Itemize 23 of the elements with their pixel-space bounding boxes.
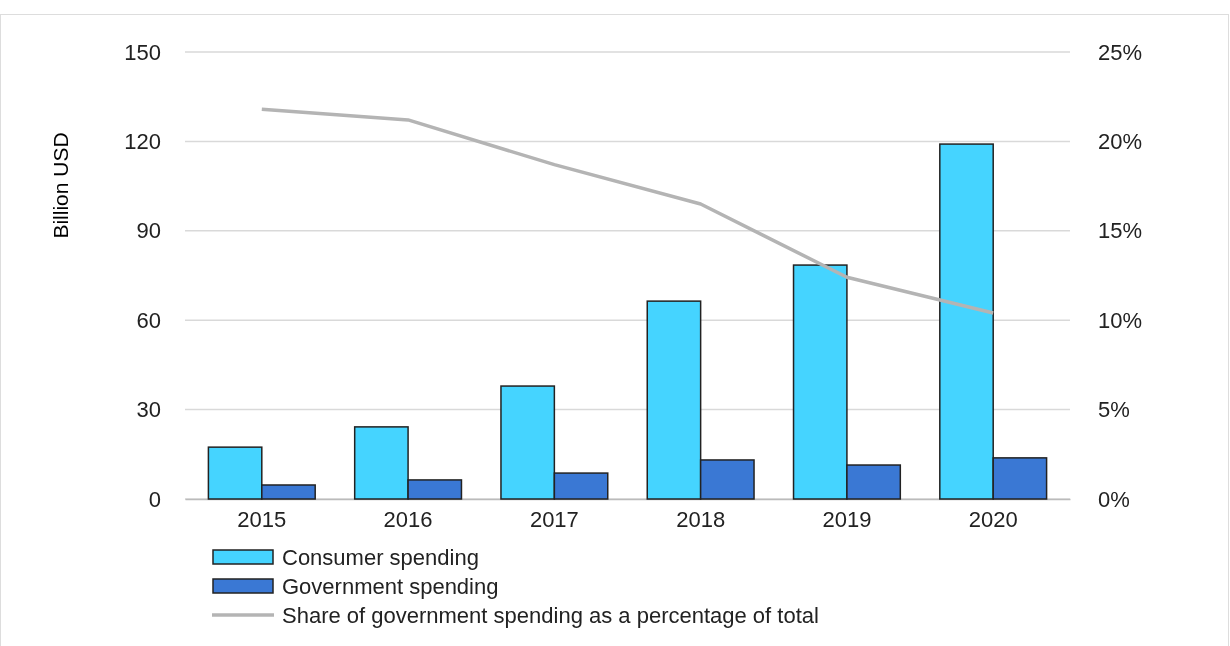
legend-label: Share of government spending as a percentage of total — [282, 603, 819, 628]
line-series — [260, 107, 995, 315]
y-tick-label: 30 — [136, 397, 161, 423]
y2-tick-label: 15% — [1098, 218, 1143, 244]
x-tick-label: 2015 — [237, 506, 287, 532]
y2-tick-label: 0% — [1098, 486, 1130, 512]
y2-tick-label: 20% — [1098, 128, 1143, 154]
y-tick-label: 120 — [124, 128, 161, 154]
y-tick-label: 60 — [136, 307, 161, 333]
y-tick-label: 0 — [148, 486, 161, 512]
x-tick-label: 2016 — [383, 506, 433, 532]
y-tick-label: 150 — [124, 39, 161, 65]
y-tick-label: 90 — [136, 218, 161, 244]
x-tick-label: 2018 — [676, 506, 726, 532]
x-tick-label: 2020 — [968, 506, 1018, 532]
y-axis-title: Billion USD — [49, 132, 72, 239]
x-tick-label: 2017 — [529, 506, 579, 532]
y2-tick-label: 5% — [1098, 397, 1130, 423]
legend-label: Consumer spending — [282, 545, 479, 570]
x-tick-label: 2019 — [822, 506, 872, 532]
y2-tick-label: 10% — [1098, 307, 1143, 333]
legend-label: Government spending — [282, 574, 499, 599]
y2-tick-label: 25% — [1098, 39, 1143, 65]
